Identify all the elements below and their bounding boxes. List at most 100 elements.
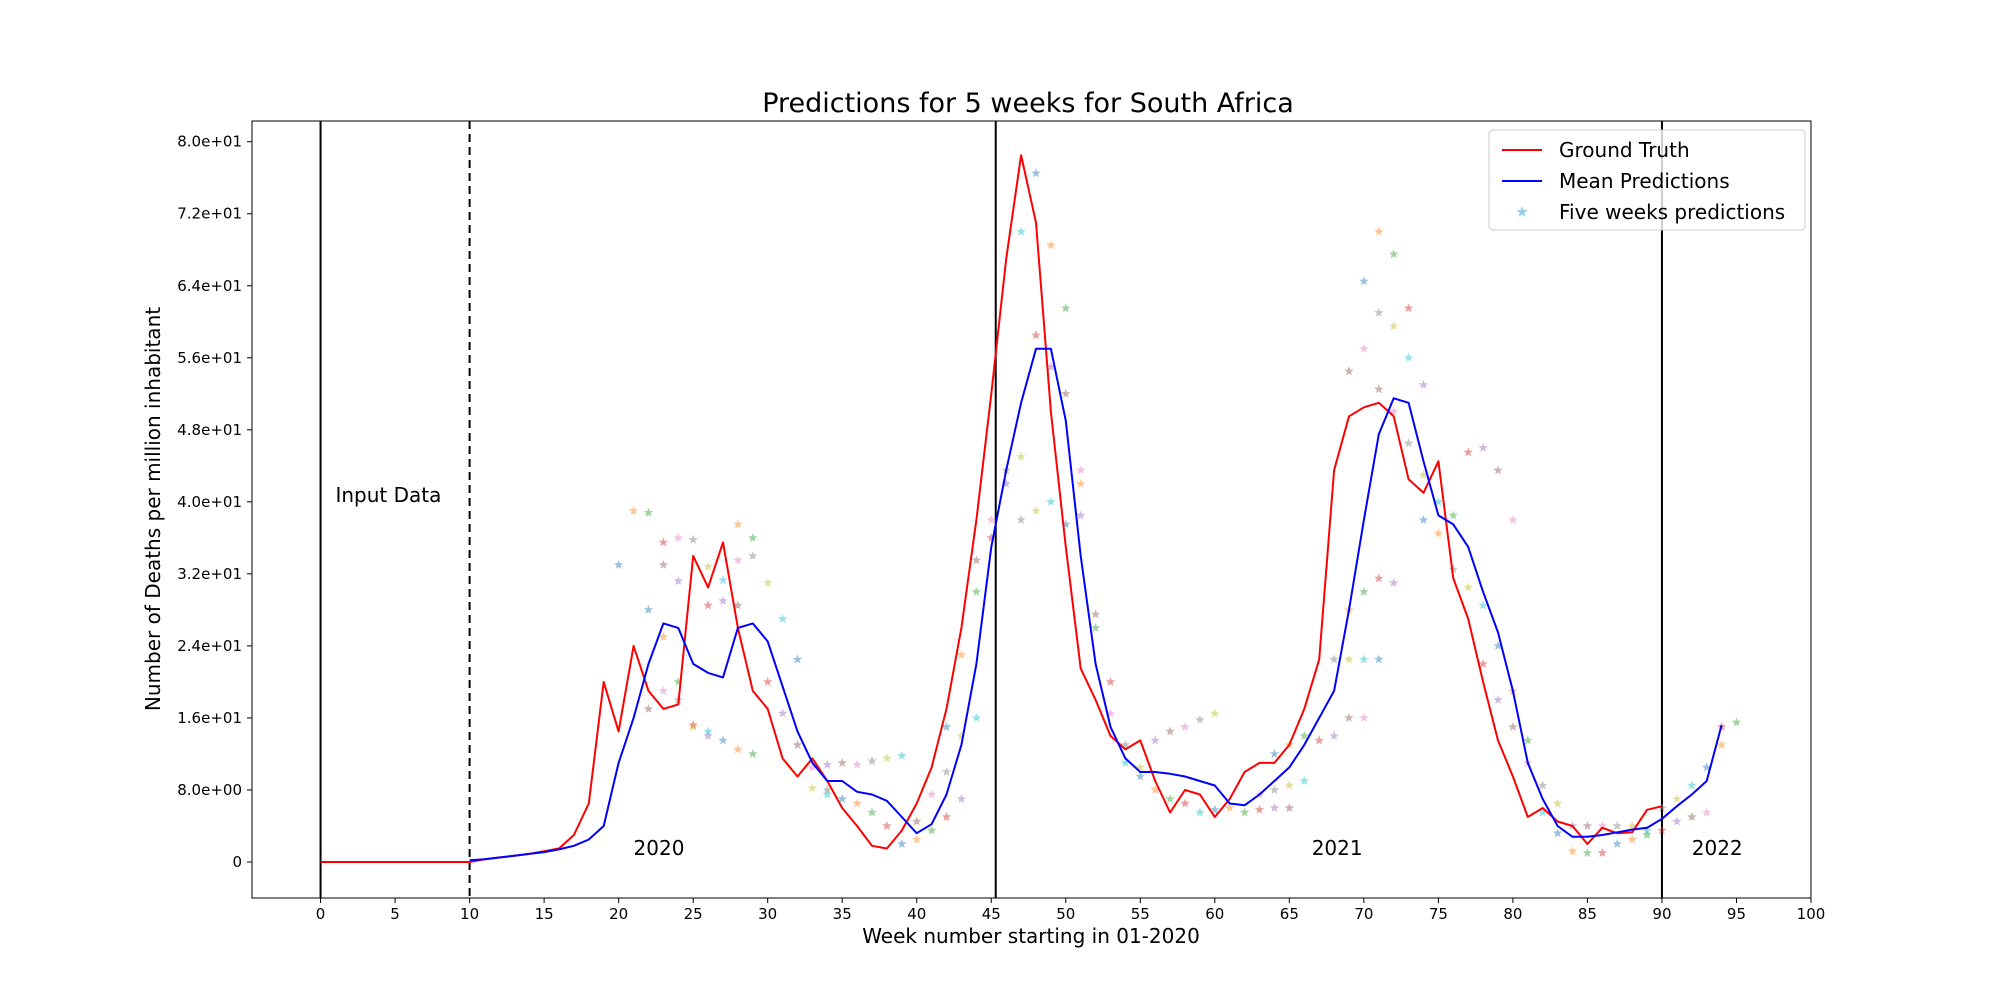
prediction-star-point [1344, 654, 1354, 664]
prediction-star-point [1284, 780, 1295, 790]
prediction-star-point [688, 720, 698, 730]
prediction-star-point [1150, 735, 1160, 745]
prediction-star-point [658, 685, 669, 695]
prediction-star-point [822, 785, 833, 794]
prediction-star-point [1016, 226, 1026, 236]
x-tick-label: 50 [1056, 905, 1075, 923]
prediction-star-point [643, 703, 654, 713]
prediction-star-point [926, 825, 937, 835]
x-axis-title: Week number starting in 01-2020 [862, 924, 1200, 948]
prediction-star-point [1627, 834, 1637, 844]
prediction-star-point [1254, 804, 1265, 814]
prediction-star-point [1493, 640, 1503, 650]
prediction-star-point [1388, 249, 1399, 259]
x-tick-label: 0 [316, 905, 326, 923]
legend-label: Mean Predictions [1559, 169, 1730, 193]
prediction-star-point [837, 757, 847, 767]
y-tick-label: 0 [232, 853, 242, 871]
legend-swatch-star [1516, 206, 1528, 217]
prediction-star-point [748, 748, 758, 758]
prediction-star-point [1359, 276, 1369, 286]
prediction-star-point [1239, 807, 1250, 817]
prediction-star-point [1657, 803, 1667, 812]
prediction-star-point [986, 532, 996, 542]
prediction-star-point [733, 519, 743, 529]
prediction-star-point [643, 604, 654, 614]
prediction-star-point [673, 676, 683, 686]
mean-predictions-line [469, 347, 1723, 862]
prediction-star-point [1552, 828, 1563, 838]
prediction-star-point [1284, 803, 1295, 812]
prediction-star-point [777, 708, 788, 718]
prediction-star-point [926, 789, 937, 799]
prediction-star-point [1031, 330, 1041, 340]
prediction-star-point [1150, 785, 1160, 794]
y-tick-label: 3.2e+01 [177, 565, 242, 583]
prediction-star-point [941, 812, 952, 821]
prediction-star-point [748, 532, 758, 542]
prediction-star-point [1716, 739, 1727, 749]
vertical-lines [319, 121, 1663, 898]
prediction-star-point [1329, 654, 1339, 664]
prediction-star-point [1299, 730, 1309, 740]
series-lines [320, 154, 1723, 863]
prediction-star-point [867, 807, 877, 817]
prediction-star-point [762, 577, 773, 587]
prediction-star-point [1508, 721, 1518, 731]
prediction-star-point [1508, 514, 1518, 524]
prediction-star-point [703, 726, 713, 736]
prediction-star-point [852, 798, 862, 808]
x-tick-label: 70 [1354, 905, 1373, 923]
y-tick-label: 4.8e+01 [177, 421, 242, 439]
prediction-star-point [1567, 846, 1578, 856]
prediction-star-point [1090, 622, 1101, 632]
prediction-star-point [941, 721, 952, 731]
annotation-2021: 2021 [1312, 836, 1363, 860]
prediction-star-point [1329, 730, 1339, 740]
prediction-star-point [1344, 366, 1354, 376]
prediction-star-point [733, 555, 743, 565]
prediction-star-point [1359, 586, 1369, 596]
prediction-star-point [986, 514, 996, 524]
x-tick-label: 35 [833, 905, 852, 923]
prediction-star-point [1359, 712, 1369, 722]
prediction-star-point [1374, 573, 1384, 583]
prediction-star-point [1374, 307, 1384, 317]
prediction-star-point [1061, 388, 1071, 398]
prediction-star-point [1165, 726, 1175, 736]
prediction-star-point [1701, 762, 1712, 772]
prediction-star-point [1478, 658, 1488, 668]
prediction-star-point [956, 794, 967, 803]
prediction-star-point [822, 759, 833, 769]
prediction-star-point [718, 735, 728, 745]
prediction-star-point [1523, 735, 1533, 745]
annotation-2022: 2022 [1692, 836, 1743, 860]
prediction-star-point [1210, 804, 1220, 814]
prediction-star-point [673, 532, 683, 542]
prediction-star-point [1493, 694, 1503, 704]
prediction-star-point [792, 739, 803, 749]
prediction-star-point [1388, 577, 1399, 587]
prediction-star-point [658, 537, 669, 547]
prediction-star-point [1418, 469, 1429, 479]
prediction-star-point [703, 730, 713, 740]
prediction-star-point [673, 576, 683, 586]
prediction-star-point [882, 821, 892, 830]
prediction-star-point [1478, 600, 1488, 610]
prediction-star-point [1046, 361, 1056, 371]
prediction-star-point [1374, 654, 1384, 664]
prediction-star-point [1418, 514, 1429, 524]
prediction-star-point [1374, 226, 1384, 236]
prediction-star-point [941, 767, 952, 776]
y-tick-label: 7.2e+01 [177, 205, 242, 223]
legend-box [1488, 129, 1806, 231]
prediction-star-point [1731, 717, 1742, 727]
prediction-star-point [1135, 762, 1146, 772]
x-tick-label: 55 [1131, 905, 1150, 923]
y-tick-label: 8.0e+01 [177, 133, 242, 151]
x-tick-label: 30 [758, 905, 777, 923]
prediction-star-point [703, 600, 713, 610]
prediction-star-point [1687, 812, 1697, 821]
chart-title: Predictions for 5 weeks for South Africa [762, 88, 1294, 119]
